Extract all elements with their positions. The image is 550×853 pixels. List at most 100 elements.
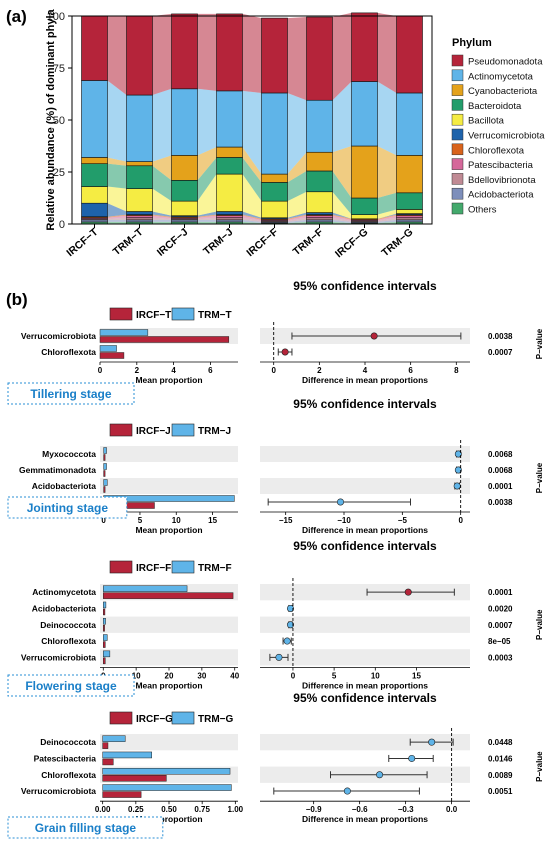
flow-bdellovibrionota-2 [197, 217, 217, 220]
legend-swatch-patescibacteria [451, 158, 464, 170]
legend-swatch-verrucomicrobiota [451, 128, 464, 141]
right-x-tick-label: −5 [398, 516, 408, 525]
flowering-stage-panel: 95% confidence intervals IRCF−F TRM−F Actin… [7, 539, 544, 697]
bar-acidobacteriota-ircf-t [81, 219, 108, 223]
bar-bacteroidota-ircf-j [171, 180, 198, 202]
legend-label-cyanobacteriota: Cyanobacteriota [468, 86, 538, 97]
bar-pseudomonadota-trm-g [396, 15, 423, 94]
y-axis-label: Relative abundance (%) of dominant phyla [45, 8, 57, 230]
legend-swatch-bacillota [451, 113, 464, 126]
flow-bacillota-4 [287, 191, 307, 218]
left-x-tick-label: 4 [171, 366, 176, 375]
stage-box [7, 674, 135, 697]
left-x-tick-label: 10 [172, 516, 181, 525]
bar-group2-deinococcota [103, 618, 106, 625]
bar-group1-verrucomicrobiota [103, 657, 106, 665]
right-x-axis-label: Difference in mean proportions [302, 681, 428, 691]
ci-title: 95% confidence intervals [293, 539, 437, 553]
left-x-tick-label: 0.75 [194, 805, 210, 814]
bar-pseudomonadota-trm-j [216, 13, 243, 92]
legend-swatch-group1 [109, 711, 133, 725]
ci-title: 95% confidence intervals [293, 397, 437, 411]
bar-actinomycetota-trm-f [306, 99, 333, 153]
flow-verrucomicrobiota-1 [152, 211, 172, 217]
bar-verrucomicrobiota-trm-t [126, 211, 153, 215]
flow-bacillota-3 [242, 174, 262, 218]
legend-label-group2: TRM−G [198, 714, 234, 725]
legend-swatch-group1 [109, 560, 133, 574]
bar-group2-verrucomicrobiota [102, 784, 232, 791]
y-tick-label: 0 [59, 219, 65, 231]
bar-bacteroidota-ircf-f [261, 182, 288, 202]
left-x-tick-label: 0 [98, 366, 103, 375]
y-tick-label: 100 [47, 11, 65, 23]
legend-label-chloroflexota: Chloroflexota [468, 145, 525, 156]
y-tick-label: 50 [53, 115, 65, 127]
bar-actinomycetota-ircf-j [171, 88, 198, 156]
bar-group2-chloroflexota [103, 634, 108, 641]
flow-verrucomicrobiota-4 [287, 212, 307, 219]
bar-pseudomonadota-trm-f [306, 16, 333, 101]
taxon-label-acidobacteriota: Acidobacteriota [32, 481, 97, 491]
legend-swatch-group2 [171, 307, 195, 321]
flow-pseudomonadota-3 [242, 13, 262, 93]
right-x-tick-label: −0.9 [306, 805, 322, 814]
legend-swatch-others [451, 202, 464, 215]
panel-a-label: (a) [6, 7, 27, 26]
flow-verrucomicrobiota-6 [377, 213, 397, 219]
taxon-label-acidobacteriota: Acidobacteriota [32, 603, 97, 613]
right-x-tick-label: 10 [371, 672, 380, 681]
legend-label-group1: IRCF−J [136, 426, 171, 437]
right-x-tick-label: 2 [317, 366, 322, 375]
bar-group2-myxococcota [103, 447, 107, 454]
flow-chloroflexota-0 [107, 214, 127, 218]
bar-cyanobacteriota-ircf-t [81, 157, 108, 164]
bar-patescibacteria-trm-f [306, 215, 333, 219]
row-stripe-right [260, 734, 470, 751]
flow-acidobacteriota-1 [152, 219, 172, 222]
flow-cyanobacteriota-0 [107, 157, 127, 166]
right-x-tick-label: 0 [458, 516, 463, 525]
row-stripe-left [100, 478, 238, 494]
diff-point-verrucomicrobiota [370, 332, 378, 340]
flow-verrucomicrobiota-2 [197, 211, 217, 217]
bar-actinomycetota-trm-j [216, 90, 243, 148]
pvalue-patescibacteria: 0.0146 [488, 754, 513, 763]
bar-group2-chloroflexota [102, 768, 231, 775]
flow-patescibacteria-2 [197, 215, 217, 219]
flow-acidobacteriota-4 [287, 219, 307, 223]
bar-bacillota-trm-j [216, 173, 243, 212]
x-tick-label: IRCF−T [64, 226, 101, 259]
flow-others-4 [287, 221, 307, 224]
pvalue-chloroflexota: 0.0089 [488, 771, 513, 780]
pvalue-deinococcota: 0.0448 [488, 738, 513, 747]
diff-point-chloroflexota [283, 637, 291, 645]
flow-bdellovibrionota-4 [287, 217, 307, 222]
bar-bacillota-trm-f [306, 191, 333, 213]
flow-bdellovibrionota-3 [242, 217, 262, 222]
flow-bacillota-5 [332, 191, 352, 219]
right-x-tick-label: −10 [337, 516, 351, 525]
flow-patescibacteria-4 [287, 215, 307, 221]
diff-point-myxococcota [454, 450, 462, 458]
flow-bacillota-1 [152, 188, 172, 216]
flow-pseudomonadota-2 [197, 13, 217, 91]
taxon-label-verrucomicrobiota: Verrucomicrobiota [21, 331, 96, 341]
stage-label: Grain filling stage [35, 821, 137, 835]
flow-pseudomonadota-0 [107, 16, 127, 96]
legend-swatch-group2 [171, 560, 195, 574]
taxon-label-myxococcota: Myxococcota [42, 449, 96, 459]
bar-bacillota-ircf-f [261, 200, 288, 219]
right-x-axis-label: Difference in mean proportions [302, 814, 428, 824]
bar-bdellovibrionota-trm-t [126, 217, 153, 221]
flow-patescibacteria-1 [152, 215, 172, 219]
flow-bdellovibrionota-6 [377, 217, 397, 222]
bar-group1-deinococcota [102, 742, 109, 749]
flow-bdellovibrionota-0 [107, 217, 127, 220]
pvalue-actinomycetota: 0.0001 [488, 588, 513, 597]
bar-pseudomonadota-ircf-t [81, 15, 108, 81]
legend-label-acidobacteriota: Acidobacteriota [468, 190, 534, 201]
flow-actinomycetota-0 [107, 80, 127, 162]
bar-group1-acidobacteriota [103, 486, 106, 493]
